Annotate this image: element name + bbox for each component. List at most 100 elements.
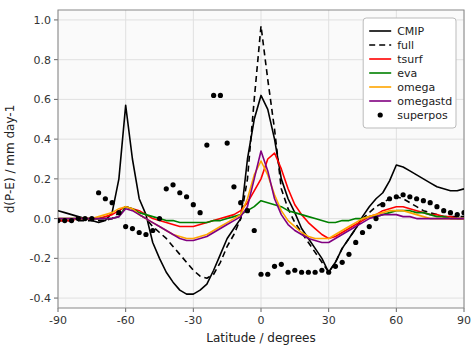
series-line <box>58 161 464 238</box>
point <box>367 224 372 229</box>
legend-line <box>369 72 391 74</box>
tick <box>125 308 126 312</box>
tick-label: -30 <box>184 314 202 327</box>
tick <box>54 298 58 299</box>
point <box>58 218 61 223</box>
series-line <box>58 151 464 242</box>
point <box>204 142 209 147</box>
point <box>177 190 182 195</box>
legend: CMIPfulltsurfevaomegaomegastdsuperpos <box>363 18 456 128</box>
point <box>150 228 155 233</box>
tick <box>54 99 58 100</box>
legend-line <box>369 100 391 102</box>
tick <box>54 258 58 259</box>
legend-line <box>369 30 391 32</box>
point <box>387 196 392 201</box>
point <box>184 194 189 199</box>
point <box>103 196 108 201</box>
point <box>198 210 203 215</box>
legend-label: eva <box>397 67 417 80</box>
tick <box>54 218 58 219</box>
tick-label: 30 <box>322 314 336 327</box>
grid-line <box>58 258 464 259</box>
point <box>137 230 142 235</box>
legend-label: tsurf <box>397 53 424 66</box>
legend-line <box>369 44 391 46</box>
x-axis-label: Latitude / degrees <box>206 331 315 345</box>
legend-marker <box>378 112 383 117</box>
legend-label: CMIP <box>397 25 424 38</box>
tick-label: 0.0 <box>34 213 52 226</box>
point <box>333 264 338 269</box>
tick-label: 0.2 <box>34 173 52 186</box>
data <box>58 26 464 294</box>
tick-label: 1.0 <box>34 14 52 27</box>
grid-line <box>125 10 126 308</box>
tick <box>54 178 58 179</box>
legend-box <box>363 18 456 128</box>
point <box>455 212 460 217</box>
point <box>69 218 74 223</box>
point <box>123 224 128 229</box>
point <box>89 216 94 221</box>
tick <box>54 139 58 140</box>
grid-line <box>58 139 464 140</box>
point <box>373 216 378 221</box>
point <box>299 270 304 275</box>
point <box>252 228 257 233</box>
point <box>110 200 115 205</box>
point <box>76 216 81 221</box>
tick-label: 60 <box>389 314 403 327</box>
axes: -90-60-300306090-0.4-0.20.00.20.40.60.81… <box>30 10 471 327</box>
tick-label: 0 <box>258 314 265 327</box>
point <box>340 260 345 265</box>
point <box>211 93 216 98</box>
point <box>143 232 148 237</box>
legend-label: full <box>397 39 414 52</box>
point <box>62 218 67 223</box>
plot-area <box>58 10 464 308</box>
tick-label: -90 <box>49 314 67 327</box>
tick <box>54 19 58 20</box>
series-points <box>58 93 464 277</box>
tick <box>464 308 465 312</box>
tick-label: 0.6 <box>34 93 52 106</box>
tick-label: 90 <box>457 314 471 327</box>
chart: -90-60-300306090-0.4-0.20.00.20.40.60.81… <box>0 0 474 350</box>
grid-line <box>193 10 194 308</box>
point <box>401 192 406 197</box>
grid-line <box>328 10 329 308</box>
plot-frame <box>58 10 464 308</box>
point <box>225 141 230 146</box>
tick <box>261 308 262 312</box>
point <box>448 210 453 215</box>
point <box>306 270 311 275</box>
series-line <box>58 26 464 278</box>
point <box>258 272 263 277</box>
tick <box>193 308 194 312</box>
point <box>346 252 351 257</box>
point <box>326 270 331 275</box>
point <box>191 202 196 207</box>
point <box>130 226 135 231</box>
tick-label: -60 <box>117 314 135 327</box>
point <box>82 216 87 221</box>
point <box>116 210 121 215</box>
point <box>394 194 399 199</box>
point <box>441 208 446 213</box>
point <box>245 208 250 213</box>
tick-label: 0.8 <box>34 54 52 67</box>
point <box>285 270 290 275</box>
tick <box>58 308 59 312</box>
point <box>461 210 464 215</box>
point <box>238 200 243 205</box>
tick <box>396 308 397 312</box>
point <box>279 262 284 267</box>
grid-line <box>58 298 464 299</box>
point <box>96 190 101 195</box>
point <box>218 93 223 98</box>
legend-line <box>369 86 391 88</box>
point <box>407 194 412 199</box>
point <box>434 204 439 209</box>
tick-label: 0.4 <box>34 133 52 146</box>
